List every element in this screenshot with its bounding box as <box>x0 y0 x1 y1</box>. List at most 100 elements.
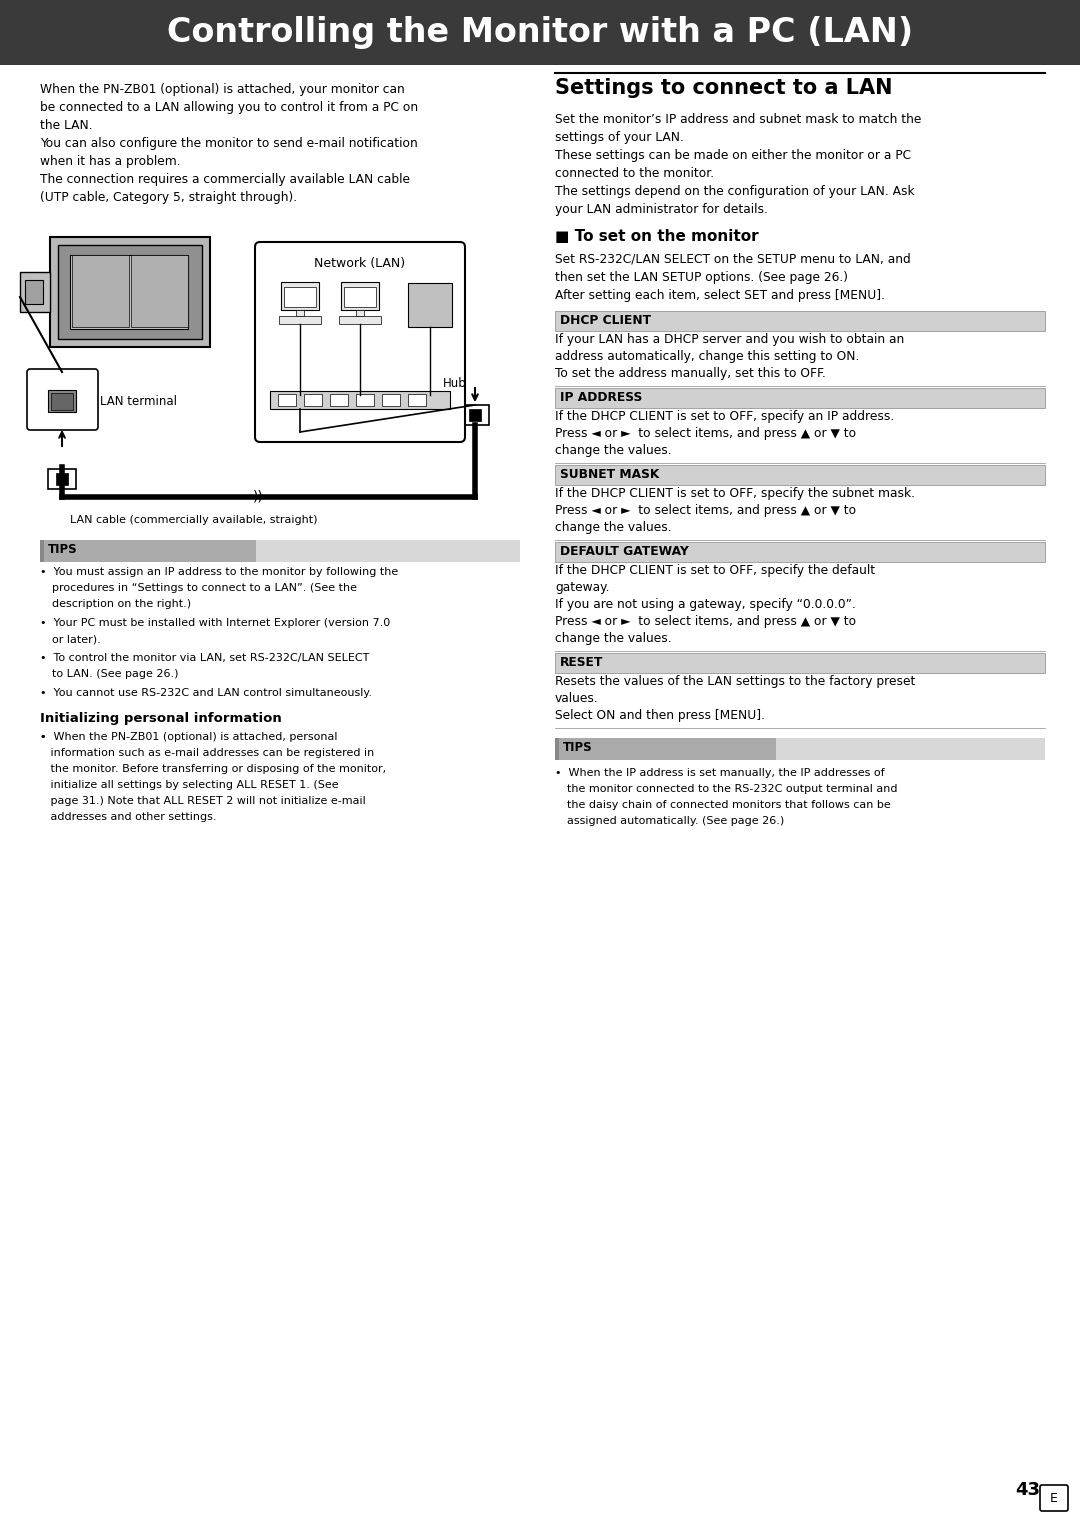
Text: (UTP cable, Category 5, straight through).: (UTP cable, Category 5, straight through… <box>40 191 297 205</box>
Text: •  To control the monitor via LAN, set RS-232C/LAN SELECT: • To control the monitor via LAN, set RS… <box>40 654 369 663</box>
Text: or later).: or later). <box>52 634 100 644</box>
Text: ■ To set on the monitor: ■ To set on the monitor <box>555 229 758 244</box>
Text: gateway.: gateway. <box>555 580 609 594</box>
Text: Controlling the Monitor with a PC (LAN): Controlling the Monitor with a PC (LAN) <box>167 15 913 49</box>
Text: Settings to connect to a LAN: Settings to connect to a LAN <box>555 78 892 98</box>
Text: •  You must assign an IP address to the monitor by following the: • You must assign an IP address to the m… <box>40 567 399 577</box>
Text: LAN terminal: LAN terminal <box>100 395 177 408</box>
Bar <box>284 287 316 307</box>
FancyBboxPatch shape <box>1040 1484 1068 1512</box>
Text: connected to the monitor.: connected to the monitor. <box>555 166 714 180</box>
Text: Press ◄ or ►  to select items, and press ▲ or ▼ to: Press ◄ or ► to select items, and press … <box>555 615 856 628</box>
Text: )): )) <box>253 489 264 502</box>
Text: •  Your PC must be installed with Internet Explorer (version 7.0: • Your PC must be installed with Interne… <box>40 618 390 628</box>
Bar <box>270 391 450 409</box>
Bar <box>25 279 43 304</box>
Bar <box>555 738 559 760</box>
Bar <box>408 282 453 327</box>
Bar <box>58 244 202 339</box>
Text: If your LAN has a DHCP server and you wish to obtain an: If your LAN has a DHCP server and you wi… <box>555 333 904 347</box>
Bar <box>40 541 256 562</box>
Text: •  When the IP address is set manually, the IP addresses of: • When the IP address is set manually, t… <box>555 768 885 777</box>
Text: assigned automatically. (See page 26.): assigned automatically. (See page 26.) <box>567 815 784 826</box>
Bar <box>21 272 50 312</box>
Text: You can also configure the monitor to send e-mail notification: You can also configure the monitor to se… <box>40 137 418 150</box>
Bar <box>131 255 188 327</box>
Bar <box>555 466 1045 486</box>
FancyBboxPatch shape <box>255 241 465 441</box>
Text: E: E <box>1050 1492 1058 1504</box>
Bar <box>40 541 44 562</box>
Bar <box>279 316 321 324</box>
Bar <box>330 394 348 406</box>
Text: If the DHCP CLIENT is set to OFF, specify the subnet mask.: If the DHCP CLIENT is set to OFF, specif… <box>555 487 915 499</box>
Text: values.: values. <box>555 692 598 705</box>
Bar <box>469 409 481 421</box>
Bar <box>51 392 73 411</box>
Text: Set the monitor’s IP address and subnet mask to match the: Set the monitor’s IP address and subnet … <box>555 113 921 127</box>
Bar <box>555 654 1045 673</box>
Bar <box>555 542 1045 562</box>
Bar <box>48 389 76 412</box>
Text: The connection requires a commercially available LAN cable: The connection requires a commercially a… <box>40 173 410 186</box>
Text: address automatically, change this setting to ON.: address automatically, change this setti… <box>555 350 860 363</box>
Text: The settings depend on the configuration of your LAN. Ask: The settings depend on the configuration… <box>555 185 915 199</box>
Bar <box>555 312 1045 331</box>
Bar <box>278 394 296 406</box>
Text: RESET: RESET <box>561 657 604 669</box>
Text: page 31.) Note that ALL RESET 2 will not initialize e-mail: page 31.) Note that ALL RESET 2 will not… <box>40 796 366 806</box>
Bar <box>555 738 775 760</box>
Text: 43: 43 <box>1015 1481 1040 1500</box>
Text: Select ON and then press [MENU].: Select ON and then press [MENU]. <box>555 709 765 722</box>
Text: LAN cable (commercially available, straight): LAN cable (commercially available, strai… <box>70 515 318 525</box>
Text: Initializing personal information: Initializing personal information <box>40 712 282 725</box>
Text: SUBNET MASK: SUBNET MASK <box>561 467 659 481</box>
Text: If the DHCP CLIENT is set to OFF, specify the default: If the DHCP CLIENT is set to OFF, specif… <box>555 563 875 577</box>
Bar <box>0 0 1080 66</box>
Bar <box>281 282 319 310</box>
Bar <box>341 282 379 310</box>
Text: DHCP CLIENT: DHCP CLIENT <box>561 315 651 327</box>
Bar <box>70 255 188 328</box>
Bar <box>256 541 519 562</box>
Text: If the DHCP CLIENT is set to OFF, specify an IP address.: If the DHCP CLIENT is set to OFF, specif… <box>555 411 894 423</box>
Text: description on the right.): description on the right.) <box>52 599 191 609</box>
Text: be connected to a LAN allowing you to control it from a PC on: be connected to a LAN allowing you to co… <box>40 101 418 115</box>
Bar <box>775 738 1045 760</box>
Text: the LAN.: the LAN. <box>40 119 93 131</box>
Text: Hub: Hub <box>443 377 467 389</box>
Bar <box>345 287 376 307</box>
Bar <box>303 394 322 406</box>
Text: TIPS: TIPS <box>48 544 78 556</box>
Text: to LAN. (See page 26.): to LAN. (See page 26.) <box>52 669 178 680</box>
Bar <box>408 394 426 406</box>
Text: TIPS: TIPS <box>563 741 593 754</box>
Text: initialize all settings by selecting ALL RESET 1. (See: initialize all settings by selecting ALL… <box>40 780 339 789</box>
Text: procedures in “Settings to connect to a LAN”. (See the: procedures in “Settings to connect to a … <box>52 583 357 592</box>
Text: Set RS-232C/LAN SELECT on the SETUP menu to LAN, and: Set RS-232C/LAN SELECT on the SETUP menu… <box>555 253 910 266</box>
Text: Press ◄ or ►  to select items, and press ▲ or ▼ to: Press ◄ or ► to select items, and press … <box>555 504 856 518</box>
Text: These settings can be made on either the monitor or a PC: These settings can be made on either the… <box>555 150 912 162</box>
Bar <box>555 388 1045 408</box>
Bar <box>356 310 364 316</box>
Bar <box>56 473 68 486</box>
Text: When the PN-ZB01 (optional) is attached, your monitor can: When the PN-ZB01 (optional) is attached,… <box>40 82 405 96</box>
Text: Resets the values of the LAN settings to the factory preset: Resets the values of the LAN settings to… <box>555 675 916 689</box>
Text: then set the LAN SETUP options. (See page 26.): then set the LAN SETUP options. (See pag… <box>555 270 848 284</box>
Bar <box>72 255 129 327</box>
Text: change the values.: change the values. <box>555 444 672 457</box>
Text: the monitor connected to the RS-232C output terminal and: the monitor connected to the RS-232C out… <box>567 783 897 794</box>
Bar <box>48 469 76 489</box>
Text: Network (LAN): Network (LAN) <box>314 257 406 270</box>
Text: addresses and other settings.: addresses and other settings. <box>40 812 216 822</box>
Text: Press ◄ or ►  to select items, and press ▲ or ▼ to: Press ◄ or ► to select items, and press … <box>555 428 856 440</box>
Bar <box>382 394 400 406</box>
Text: change the values.: change the values. <box>555 521 672 534</box>
Text: After setting each item, select SET and press [MENU].: After setting each item, select SET and … <box>555 289 885 302</box>
Bar <box>296 310 303 316</box>
Text: •: • <box>40 731 54 742</box>
Text: the monitor. Before transferring or disposing of the monitor,: the monitor. Before transferring or disp… <box>40 764 387 774</box>
Text: DEFAULT GATEWAY: DEFAULT GATEWAY <box>561 545 689 557</box>
FancyBboxPatch shape <box>27 370 98 431</box>
Bar <box>461 405 489 425</box>
